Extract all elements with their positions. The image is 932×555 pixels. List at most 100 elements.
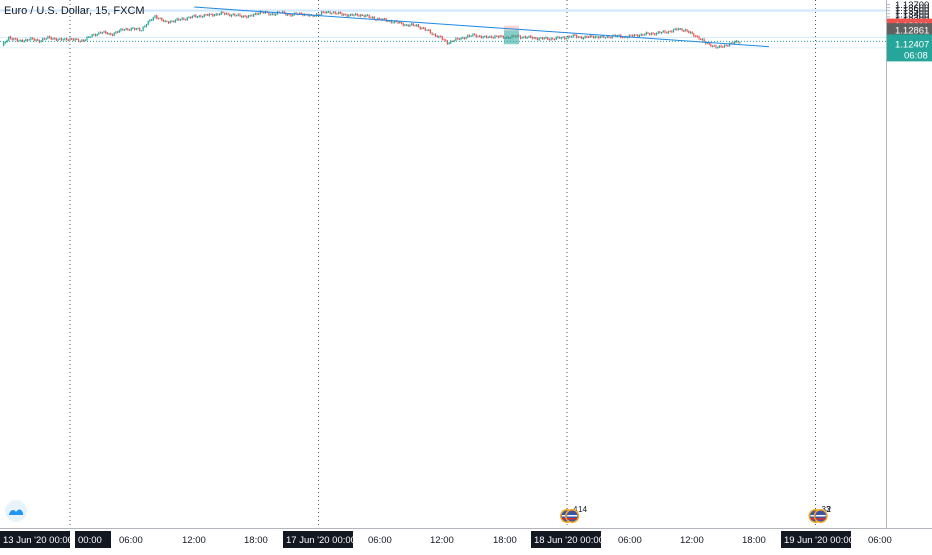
candle-body	[390, 20, 392, 23]
candle-body	[111, 34, 114, 36]
candle-body	[538, 38, 540, 40]
candle-body	[263, 12, 265, 14]
candle-body	[545, 37, 547, 39]
y-tick-label: 1.13500	[895, 6, 929, 17]
candle-body	[647, 32, 649, 34]
candle-body	[298, 12, 301, 15]
candle-body	[438, 36, 440, 38]
candle-body	[202, 16, 204, 18]
candle-body	[727, 45, 729, 47]
x-tick-label-box	[531, 531, 601, 548]
candle-body	[83, 39, 85, 41]
candle-body	[86, 37, 88, 40]
candle-body	[249, 15, 251, 17]
candle-body	[142, 27, 144, 31]
candle-body	[353, 15, 355, 17]
candle-body	[33, 38, 35, 41]
candle-body	[348, 15, 350, 17]
candle-body	[258, 13, 260, 15]
candle-body	[157, 18, 159, 20]
candle-body	[501, 35, 503, 37]
candle-body	[535, 37, 537, 39]
candle-body	[273, 13, 275, 16]
candle-body	[122, 28, 124, 30]
candle-body	[15, 38, 17, 40]
candle-body	[530, 35, 532, 38]
price-label: 1.12861	[895, 26, 929, 37]
candle-body	[193, 15, 195, 17]
candle-body	[606, 36, 608, 38]
candle-body	[608, 36, 610, 38]
candle-body	[134, 28, 136, 30]
candle-body	[633, 34, 635, 37]
candle-body	[324, 11, 326, 14]
x-tick-label-box	[781, 531, 851, 548]
candle-body	[720, 45, 722, 47]
candle-body	[373, 17, 375, 20]
candle-body	[329, 11, 331, 14]
candle-body	[717, 47, 719, 49]
candle-body	[225, 13, 227, 15]
candle-body	[198, 15, 200, 17]
candle-body	[246, 16, 248, 18]
candle-body	[458, 38, 460, 40]
candle-body	[672, 29, 675, 32]
candle-body	[120, 28, 122, 31]
candle-body	[533, 37, 535, 39]
price-axis	[886, 0, 932, 550]
candle-body	[715, 45, 717, 48]
candle-body	[183, 18, 185, 20]
candle-body	[482, 36, 484, 38]
candle-body	[140, 30, 142, 32]
candle-body	[103, 31, 105, 33]
candle-body	[650, 33, 652, 35]
candle-body	[406, 24, 408, 26]
candle-body	[689, 32, 692, 34]
candle-body	[526, 37, 528, 39]
candle-body	[9, 36, 12, 39]
y-tick-label: 1.13700	[895, 0, 929, 11]
candle-body	[275, 14, 277, 16]
candle-body	[66, 38, 68, 40]
candle-body	[368, 15, 370, 18]
candle-body	[712, 45, 714, 47]
candle-body	[222, 12, 224, 14]
candle-body	[451, 40, 454, 42]
countdown-label: 06:08	[904, 50, 928, 61]
candle-body	[217, 13, 219, 15]
candle-body	[475, 35, 477, 37]
countdown-box	[887, 48, 932, 62]
candle-body	[664, 31, 666, 33]
candle-body	[159, 18, 161, 20]
candle-body	[637, 34, 639, 37]
candle-body	[560, 37, 562, 39]
x-tick-label-box	[0, 531, 70, 548]
candle-body	[591, 35, 593, 37]
y-tick-label: 1.13600	[895, 3, 929, 14]
candle-body	[688, 31, 690, 33]
candle-body	[115, 31, 117, 34]
candle-body	[431, 33, 433, 35]
event-count-label: 14	[578, 505, 587, 514]
candle-body	[397, 21, 399, 24]
candle-body	[331, 13, 333, 15]
candle-body	[718, 45, 720, 48]
candle-body	[185, 19, 187, 21]
candle-body	[649, 33, 651, 35]
x-tick-label: 06:00	[618, 535, 642, 546]
candle-body	[213, 15, 216, 17]
price-label-box	[887, 37, 932, 52]
candle-body	[691, 32, 693, 34]
candle-body	[676, 28, 678, 30]
candle-body	[552, 38, 554, 40]
candle-body	[683, 30, 685, 32]
event-count-label: 2	[827, 505, 832, 514]
candle-body	[587, 36, 590, 38]
candle-body	[598, 36, 600, 38]
x-tick-label: 12:00	[680, 535, 704, 546]
candle-body	[89, 36, 91, 38]
candle-body	[154, 15, 156, 18]
candle-body	[106, 32, 108, 35]
